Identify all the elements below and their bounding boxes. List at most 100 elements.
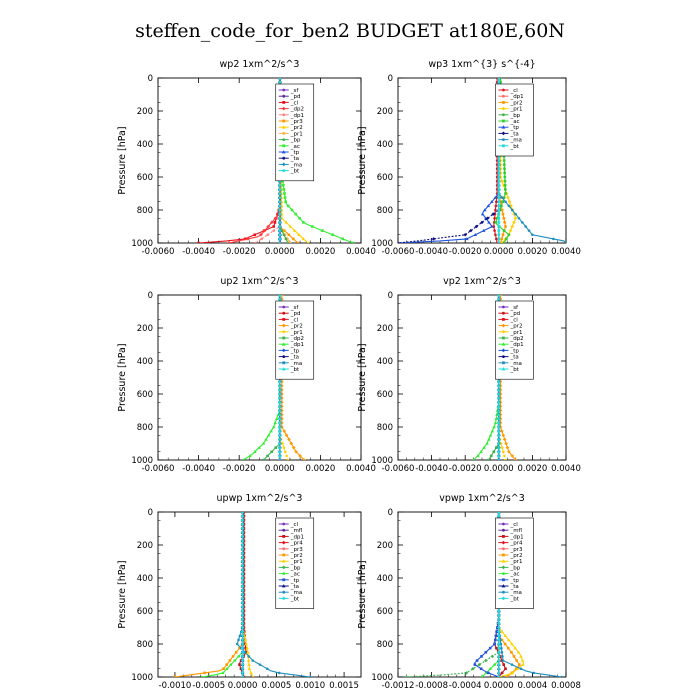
data-point xyxy=(285,454,288,458)
chart-title: vpwp 1xm^2/s^3 xyxy=(439,493,525,504)
data-point xyxy=(351,241,355,243)
data-point xyxy=(246,237,250,241)
data-point xyxy=(477,662,482,667)
data-point xyxy=(503,183,507,187)
data-point xyxy=(274,446,278,449)
data-point xyxy=(497,221,501,224)
data-point xyxy=(482,445,486,449)
data-point xyxy=(487,458,491,460)
chart-panel-2: wp3 1xm^{3} s^{-4}Pressure [hPa]-0.0060-… xyxy=(357,59,581,257)
legend: _cl_mfl_dp1_pr4_pr3_pr2_pr1_bp_ac_tp_ta_… xyxy=(275,517,315,609)
legend-entry: _ma xyxy=(290,361,302,367)
legend-entry: _pr1 xyxy=(290,559,303,565)
x-tick-label: -0.0020 xyxy=(223,247,256,257)
data-point xyxy=(240,547,245,551)
data-point xyxy=(237,655,240,658)
data-point xyxy=(278,441,282,445)
data-point xyxy=(497,437,501,441)
data-point xyxy=(302,221,305,224)
data-point xyxy=(502,355,505,358)
data-point xyxy=(494,200,498,204)
legend-entry: _ac xyxy=(509,572,519,578)
data-point xyxy=(287,233,291,237)
data-point xyxy=(260,237,263,241)
data-point xyxy=(501,125,506,129)
data-point xyxy=(240,563,245,568)
data-point xyxy=(278,408,282,412)
data-point xyxy=(289,441,294,446)
y-tick-label: 400 xyxy=(137,357,153,367)
data-point xyxy=(242,458,245,460)
data-point xyxy=(517,663,521,666)
data-point xyxy=(240,572,245,576)
data-point xyxy=(290,208,294,212)
data-point xyxy=(501,106,506,111)
x-tick-label: 0.0000 xyxy=(228,681,258,691)
data-point xyxy=(469,228,473,233)
x-tick-label: 0.0000 xyxy=(484,681,514,691)
data-point xyxy=(240,605,245,609)
data-point xyxy=(493,229,496,232)
legend-entry: _mfl xyxy=(290,528,303,534)
x-tick-label: -0.0008 xyxy=(415,681,448,691)
y-tick-label: 800 xyxy=(137,640,153,650)
data-point xyxy=(510,208,514,212)
data-point xyxy=(503,175,507,179)
data-point xyxy=(487,220,491,224)
data-point xyxy=(501,596,506,601)
data-point xyxy=(270,220,274,225)
data-point xyxy=(257,445,262,449)
legend-entry: _dp1 xyxy=(290,113,304,119)
legend-entry: _pr3 xyxy=(509,547,523,553)
data-point xyxy=(487,671,490,675)
data-point xyxy=(281,596,286,601)
plot-frame xyxy=(157,511,362,678)
data-point xyxy=(502,94,505,98)
data-point xyxy=(246,658,251,662)
data-point xyxy=(278,208,282,212)
data-point xyxy=(504,667,507,671)
y-axis-label: Pressure [hPa] xyxy=(117,343,128,411)
data-point xyxy=(502,241,506,243)
data-point xyxy=(494,634,498,638)
data-point xyxy=(501,342,506,346)
data-point xyxy=(507,199,512,204)
data-point xyxy=(240,518,245,523)
data-point xyxy=(240,551,245,556)
legend-entry: _pr4 xyxy=(509,541,523,547)
data-point xyxy=(294,449,298,454)
data-point xyxy=(502,590,505,594)
legend: _sf_pd_cl_pr2_pr1_dp2_dp1_tp_ta_ma_bt xyxy=(275,300,315,380)
legend-entry: _pr2 xyxy=(290,125,303,131)
data-point xyxy=(240,567,245,572)
legend-entry: _pr3 xyxy=(290,547,304,553)
data-point xyxy=(296,241,300,243)
data-point xyxy=(501,212,505,216)
data-point xyxy=(271,425,276,429)
data-point xyxy=(501,540,506,545)
data-point xyxy=(262,458,265,460)
data-point xyxy=(240,646,245,650)
data-point xyxy=(284,220,288,224)
data-point xyxy=(502,113,505,117)
data-point xyxy=(510,224,515,229)
y-tick-label: 1000 xyxy=(371,673,393,683)
data-point xyxy=(502,311,505,315)
data-point xyxy=(240,625,245,630)
data-point xyxy=(503,171,506,175)
data-point xyxy=(282,101,286,104)
legend-entry: _ta xyxy=(509,584,518,590)
data-point xyxy=(278,188,282,191)
data-point xyxy=(281,584,286,588)
data-point xyxy=(502,318,505,321)
data-point xyxy=(503,633,508,638)
data-point xyxy=(497,155,501,158)
data-point xyxy=(221,671,225,675)
data-point xyxy=(278,416,282,421)
series-line xyxy=(398,78,500,243)
data-point xyxy=(240,514,245,518)
data-point xyxy=(500,204,503,208)
series-dp2 xyxy=(227,78,282,243)
data-point xyxy=(494,416,499,421)
data-point xyxy=(501,584,506,588)
